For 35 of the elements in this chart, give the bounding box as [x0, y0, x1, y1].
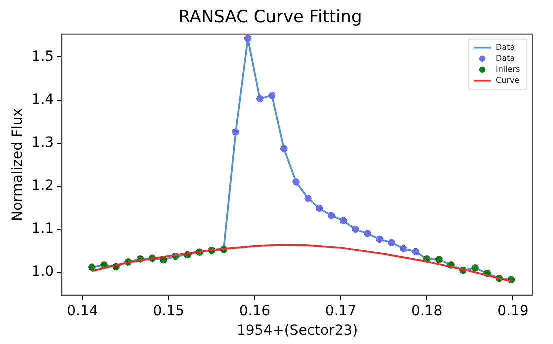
x-tick-label: 0.16 [239, 303, 271, 320]
point [388, 239, 396, 246]
point [280, 145, 288, 153]
x-axis-title: 1954+(Sector23) [236, 323, 358, 340]
x-tick-label: 0.14 [67, 303, 98, 320]
point [364, 230, 372, 238]
point [256, 95, 264, 103]
point [292, 178, 300, 186]
point [400, 245, 408, 252]
point [376, 236, 384, 244]
point [316, 204, 324, 212]
x-tick-label: 0.15 [153, 303, 184, 320]
y-tick-label: 1.2 [32, 178, 54, 194]
point [304, 194, 312, 202]
point [232, 128, 240, 136]
y-tick-label: 1.0 [32, 264, 54, 280]
y-tick-label: 1.1 [32, 221, 54, 238]
y-tick-label: 1.5 [32, 48, 54, 65]
point [412, 248, 420, 256]
y-tick-label: 1.3 [32, 135, 54, 152]
legend-label: Inliers [496, 64, 520, 74]
point [352, 226, 360, 234]
point [268, 92, 276, 100]
chart-title: RANSAC Curve Fitting [178, 8, 362, 28]
x-tick-label: 0.17 [325, 303, 357, 320]
y-axis-title: Normalized Flux [10, 108, 26, 222]
point [244, 35, 252, 42]
y-tick-label: 1.4 [32, 92, 54, 108]
legend-label: Data [496, 54, 516, 63]
legend-label: Data [496, 42, 516, 52]
point [328, 212, 336, 220]
point [340, 217, 348, 224]
x-tick-label: 0.18 [412, 303, 443, 320]
legend-label: Curve [496, 76, 520, 85]
x-tick-label: 0.19 [498, 303, 529, 320]
